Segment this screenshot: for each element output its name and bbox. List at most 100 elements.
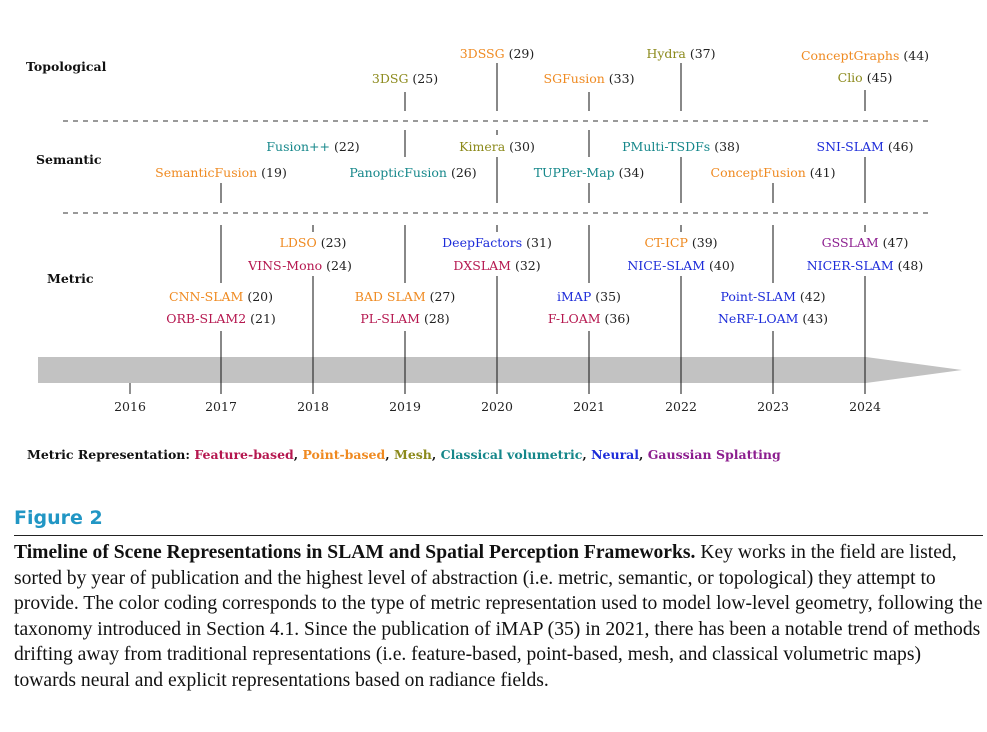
timeline-figure: Topological Semantic Metric (26, 46, 962, 462)
entry-name: TUPPer-Map (534, 165, 615, 180)
year-label: 2024 (849, 399, 881, 414)
entry-ref: (19) (257, 165, 287, 180)
entry-ref: (42) (796, 289, 826, 304)
caption-divider (14, 535, 983, 536)
entry-ref: (31) (522, 235, 552, 250)
legend-feature: Feature-based (194, 447, 294, 462)
entry-orb-slam2: ORB-SLAM2 (21) (166, 311, 276, 326)
year-label: 2017 (205, 399, 237, 414)
entry-name: VINS-Mono (247, 258, 322, 273)
entry-ref: (44) (899, 48, 929, 63)
entry-ref: (47) (879, 235, 909, 250)
entry-ct-icp: CT-ICP (39) (644, 235, 717, 250)
entry-ref: (38) (710, 139, 740, 154)
entry-name: SGFusion (544, 71, 605, 86)
year-label: 2018 (297, 399, 329, 414)
entry-vins-mono: VINS-Mono (24) (247, 258, 352, 273)
legend-separator: , (582, 447, 591, 462)
entry-name: CT-ICP (644, 235, 687, 250)
level-label-topological: Topological (26, 59, 107, 74)
entry-fusionpp: Fusion++ (22) (266, 139, 359, 154)
entry-name: SemanticFusion (155, 165, 257, 180)
entry-name: ORB-SLAM2 (166, 311, 246, 326)
entry-semanticfusion: SemanticFusion (19) (155, 165, 287, 180)
level-label-semantic: Semantic (36, 152, 102, 167)
entry-point-slam: Point-SLAM (42) (720, 289, 825, 304)
legend-separator: , (385, 447, 394, 462)
entry-panopticfusion: PanopticFusion (26) (349, 165, 476, 180)
legend: Metric Representation: Feature-based, Po… (27, 447, 781, 462)
legend-mesh: Mesh (394, 447, 432, 462)
entry-f-loam: F-LOAM (36) (548, 311, 630, 326)
level-label-metric: Metric (47, 271, 94, 286)
entry-nice-slam: NICE-SLAM (40) (627, 258, 734, 273)
entry-ref: (45) (863, 70, 893, 85)
entry-ref: (30) (505, 139, 535, 154)
entry-name: NICE-SLAM (627, 258, 705, 273)
timeline-entries: 3DSG (25) 3DSSG (29) SGFusion (33) Hydra… (155, 46, 929, 326)
year-label: 2020 (481, 399, 513, 414)
entry-ref: (40) (705, 258, 735, 273)
legend-volumetric: Classical volumetric (441, 447, 583, 462)
figure-caption: Timeline of Scene Representations in SLA… (14, 540, 986, 694)
entry-conceptfusion: ConceptFusion (41) (711, 165, 836, 180)
entry-gsslam: GSSLAM (47) (822, 235, 909, 250)
entry-name: PMulti-TSDFs (622, 139, 710, 154)
entry-name: Hydra (646, 46, 686, 61)
entry-ref: (34) (615, 165, 645, 180)
year-label: 2023 (757, 399, 789, 414)
entry-bad-slam: BAD SLAM (27) (355, 289, 456, 304)
legend-neural: Neural (591, 447, 639, 462)
entry-deepfactors: DeepFactors (31) (442, 235, 552, 250)
entry-ldso: LDSO (23) (280, 235, 347, 250)
entry-ref: (23) (317, 235, 347, 250)
entry-name: ConceptGraphs (801, 48, 899, 63)
year-label: 2021 (573, 399, 605, 414)
legend-point: Point-based (302, 447, 385, 462)
entry-name: Clio (838, 70, 863, 85)
entry-name: PanopticFusion (349, 165, 447, 180)
entry-name: NICER-SLAM (807, 258, 894, 273)
entry-name: GSSLAM (822, 235, 879, 250)
year-axis-labels: 2016 2017 2018 2019 2020 2021 2022 2023 … (114, 399, 881, 414)
entry-name: DeepFactors (442, 235, 522, 250)
entry-ref: (41) (806, 165, 836, 180)
entry-ref: (35) (591, 289, 621, 304)
entry-dxslam: DXSLAM (32) (453, 258, 540, 273)
entry-name: 3DSSG (460, 46, 505, 61)
entry-name: iMAP (557, 289, 591, 304)
figure-label: Figure 2 (14, 507, 103, 529)
entry-pl-slam: PL-SLAM (28) (360, 311, 449, 326)
entry-ref: (46) (884, 139, 914, 154)
entry-ref: (32) (511, 258, 541, 273)
entry-conceptgraphs: ConceptGraphs (44) (801, 48, 929, 63)
entry-ref: (43) (798, 311, 828, 326)
caption-text: Key works in the field are listed, sorte… (14, 542, 983, 691)
legend-separator: , (432, 447, 441, 462)
entry-nerf-loam: NeRF-LOAM (43) (718, 311, 828, 326)
entry-name: NeRF-LOAM (718, 311, 799, 326)
year-label: 2022 (665, 399, 697, 414)
caption-title: Timeline of Scene Representations in SLA… (14, 542, 696, 563)
timeline-arrow (38, 357, 962, 383)
year-label: 2019 (389, 399, 421, 414)
entry-name: SNI-SLAM (817, 139, 885, 154)
entry-ref: (20) (243, 289, 273, 304)
legend-title: Metric Representation: (27, 447, 194, 462)
entry-name: CNN-SLAM (169, 289, 244, 304)
entry-sgfusion: SGFusion (33) (544, 71, 635, 86)
year-label: 2016 (114, 399, 146, 414)
entry-ref: (27) (426, 289, 456, 304)
entry-name: Kimera (459, 139, 506, 154)
entry-cnn-slam: CNN-SLAM (20) (169, 289, 273, 304)
entry-name: F-LOAM (548, 311, 601, 326)
entry-ref: (28) (420, 311, 450, 326)
entry-hydra: Hydra (37) (646, 46, 715, 61)
entry-ref: (21) (246, 311, 276, 326)
entry-ref: (26) (447, 165, 477, 180)
entry-name: PL-SLAM (360, 311, 420, 326)
entry-imap: iMAP (35) (557, 289, 621, 304)
entry-ref: (24) (322, 258, 352, 273)
entry-ref: (39) (688, 235, 718, 250)
entry-pmulti-tsdfs: PMulti-TSDFs (38) (622, 139, 740, 154)
